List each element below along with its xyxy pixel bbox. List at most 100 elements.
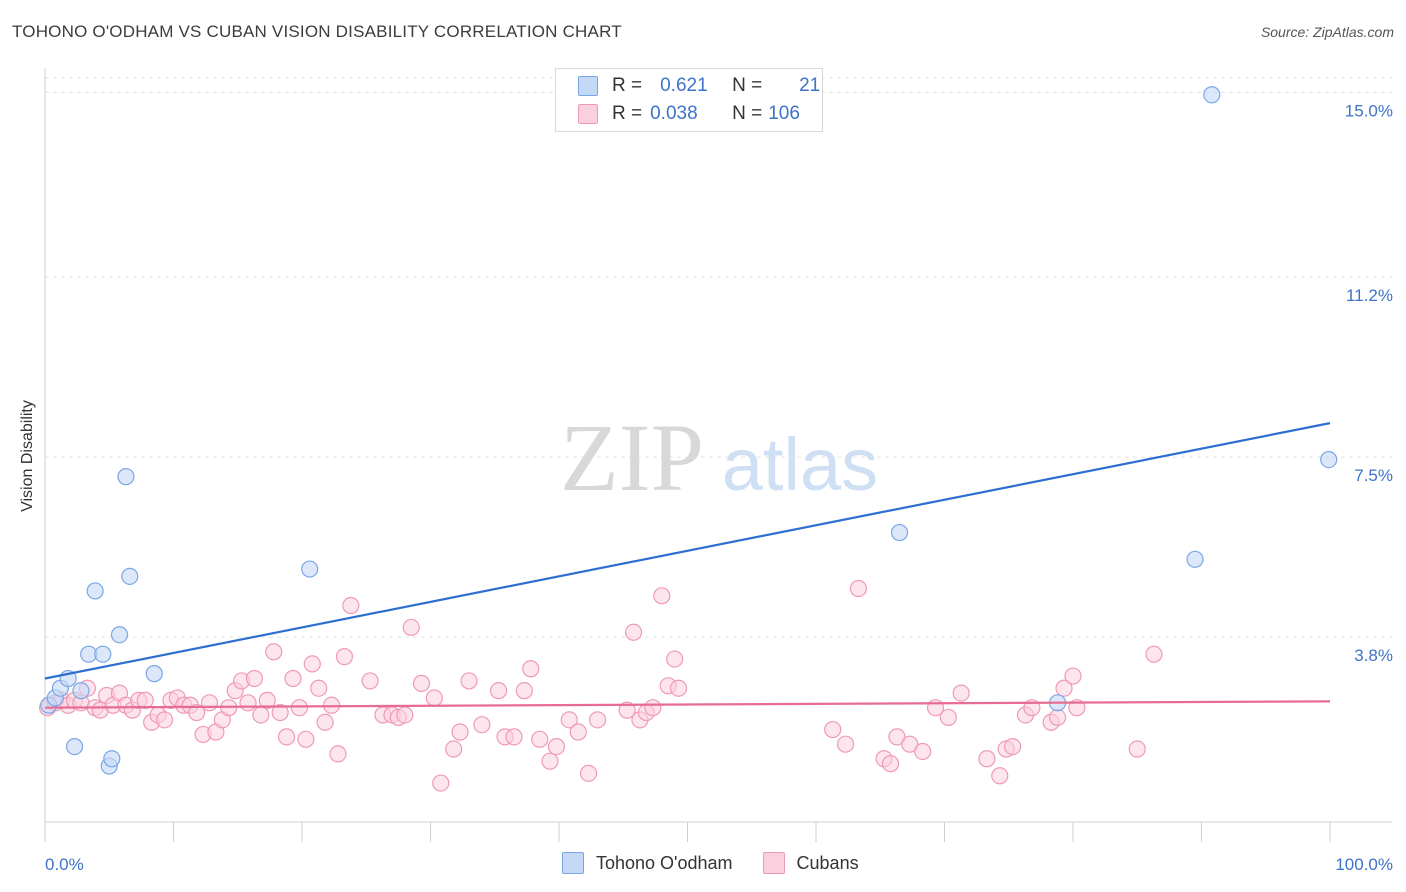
legend-swatch-cubans: [762, 852, 785, 874]
cubans-point: [579, 764, 598, 782]
n-value-tohono: 21: [799, 75, 821, 96]
tohono-point: [72, 682, 90, 700]
cubans-point: [252, 706, 270, 724]
tohono-point: [86, 582, 104, 600]
n-value-cubans: 106: [768, 103, 800, 124]
tohono-trend-line: [44, 422, 1331, 680]
tohono-point: [1186, 550, 1204, 568]
cubans-point: [412, 674, 431, 692]
legend-label-tohono: Tohono O'odham: [596, 852, 733, 873]
legend-row-tohono: R = 0.621 N = 21: [578, 73, 820, 99]
cubans-point: [155, 711, 174, 729]
cubans-point: [271, 703, 289, 722]
cubans-point: [824, 720, 842, 739]
y-tick-label: 3.8%: [1354, 646, 1393, 665]
cubans-point: [284, 669, 302, 688]
cubans-point: [991, 767, 1009, 785]
stats-legend: R = 0.621 N = 21 R = 0.038 N = 106: [555, 68, 823, 132]
y-tick-label: 7.5%: [1354, 466, 1393, 485]
tohono-point: [103, 750, 121, 768]
cubans-point: [952, 684, 970, 702]
cubans-point: [297, 730, 315, 748]
cubans-point: [335, 648, 354, 666]
source-label: Source: ZipAtlas.com: [1260, 24, 1394, 40]
trend-lines: [44, 422, 1331, 709]
cubans-point: [888, 728, 906, 746]
cubans-point: [460, 672, 478, 690]
cubans-point: [515, 682, 533, 700]
cubans-point: [644, 699, 662, 717]
cubans-point: [881, 755, 900, 773]
tohono-points: [40, 86, 1338, 775]
cubans-point: [402, 618, 420, 637]
cubans-point: [1004, 737, 1022, 756]
cubans-point: [425, 689, 443, 707]
watermark-zip: ZIP: [560, 404, 704, 511]
cubans-point: [265, 643, 283, 661]
cubans-point: [1064, 667, 1082, 685]
cubans-point: [303, 655, 321, 673]
r-value-cubans: 0.038: [650, 103, 698, 124]
tohono-point: [145, 665, 163, 683]
legend-swatch-cubans: [578, 104, 598, 124]
cubans-point: [531, 730, 549, 748]
tohono-point: [65, 737, 84, 756]
x-tick-label: 0.0%: [45, 855, 84, 874]
cubans-point: [473, 716, 491, 734]
cubans-point: [1048, 708, 1067, 727]
y-tick-label: 15.0%: [1345, 101, 1393, 120]
cubans-point: [290, 699, 309, 717]
cubans-point: [490, 682, 508, 700]
cubans-points: [38, 579, 1163, 792]
cubans-point: [310, 679, 328, 697]
legend-item-cubans[interactable]: Cubans: [762, 852, 859, 874]
cubans-point: [849, 579, 868, 598]
tohono-point: [110, 626, 129, 644]
cubans-trend-line: [44, 700, 1331, 709]
cubans-point: [560, 711, 578, 729]
cubans-point: [901, 735, 919, 753]
cubans-point: [432, 774, 450, 792]
r-value-tohono: 0.621: [660, 75, 708, 96]
axes: [44, 68, 1392, 842]
tohono-point: [1203, 86, 1221, 104]
cubans-point: [361, 672, 379, 690]
cubans-point: [569, 723, 587, 741]
cubans-point: [1055, 679, 1073, 697]
series-legend: Tohono O'odham Cubans: [562, 852, 889, 874]
x-tick-label: 100.0%: [1335, 855, 1393, 874]
cubans-point: [666, 650, 684, 668]
r-label: R =: [612, 103, 643, 124]
cubans-point: [505, 728, 523, 746]
cubans-point: [978, 750, 996, 768]
y-tick-label: 11.2%: [1346, 286, 1393, 305]
legend-swatch-tohono: [578, 76, 598, 96]
cubans-point: [396, 706, 414, 724]
r-label: R =: [612, 75, 643, 96]
cubans-point: [522, 660, 540, 678]
cubans-point: [1128, 740, 1146, 758]
tohono-point: [1320, 450, 1338, 469]
cubans-point: [200, 694, 219, 712]
legend-swatch-tohono: [562, 852, 584, 874]
legend-label-cubans: Cubans: [796, 852, 859, 873]
cubans-point: [277, 728, 296, 746]
cubans-point: [329, 745, 347, 763]
cubans-point: [939, 708, 957, 727]
cubans-point: [342, 596, 360, 615]
tohono-point: [121, 567, 139, 585]
cubans-point: [914, 742, 932, 761]
cubans-point: [445, 740, 463, 758]
tohono-point: [890, 523, 909, 542]
cubans-point: [836, 735, 855, 753]
legend-item-tohono[interactable]: Tohono O'odham: [562, 852, 733, 874]
legend-row-cubans: R = 0.038 N = 106: [578, 101, 810, 127]
cubans-point: [258, 691, 276, 709]
cubans-point: [316, 713, 334, 731]
cubans-point: [245, 669, 264, 688]
cubans-point: [669, 679, 688, 697]
cubans-point: [618, 701, 636, 719]
cubans-point: [653, 587, 671, 605]
tohono-point: [301, 560, 319, 578]
